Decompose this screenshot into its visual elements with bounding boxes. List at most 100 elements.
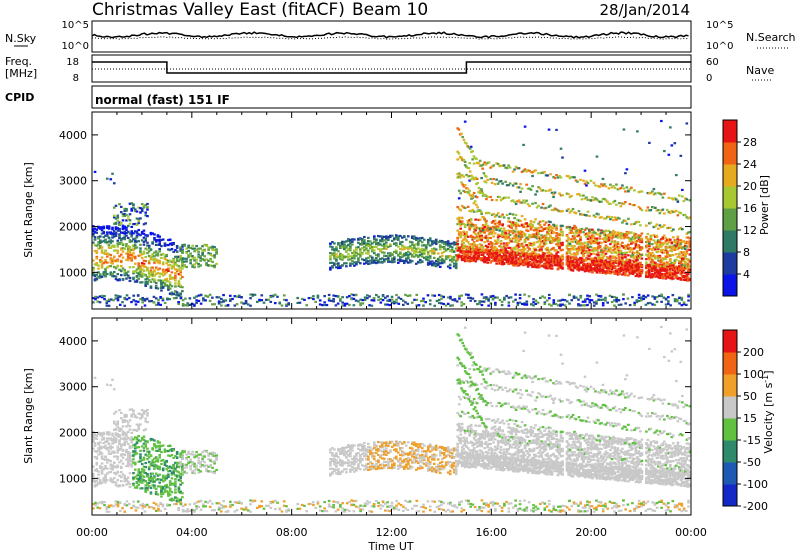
power-cell — [615, 204, 618, 206]
power-cell — [557, 251, 560, 253]
power-cell — [618, 273, 621, 275]
power-cell — [129, 219, 132, 221]
power-cell — [600, 295, 603, 297]
power-cell — [573, 237, 576, 239]
power-cell — [391, 296, 394, 298]
power-cell — [477, 255, 480, 257]
power-cell — [604, 299, 607, 301]
power-cell — [504, 232, 507, 234]
power-cell — [361, 253, 364, 255]
power-cell — [578, 210, 581, 212]
power-cell — [433, 295, 436, 297]
power-cell — [183, 245, 186, 247]
power-cell — [116, 216, 119, 218]
power-cell — [486, 179, 489, 181]
power-cell — [186, 304, 189, 306]
power-cell — [641, 269, 644, 271]
power-cell — [476, 196, 479, 198]
power-cell — [593, 253, 596, 255]
power-cell — [256, 301, 259, 303]
power-cell — [651, 259, 654, 261]
power-cell — [157, 253, 160, 255]
power-cell — [535, 300, 538, 302]
power-cell — [218, 302, 221, 304]
power-cell — [158, 236, 161, 238]
power-cell — [116, 246, 119, 248]
power-cell — [627, 218, 630, 220]
power-cell — [534, 169, 537, 171]
power-cell — [648, 243, 651, 245]
power-cell — [141, 297, 144, 299]
power-cell — [350, 298, 353, 300]
power-cell — [129, 246, 132, 248]
power-cell — [134, 256, 137, 258]
power-cell — [459, 209, 462, 211]
power-cell — [555, 249, 558, 251]
power-cell — [115, 276, 118, 278]
power-cell — [195, 302, 198, 304]
power-cell — [530, 303, 533, 305]
power-cell — [189, 297, 192, 299]
power-cell — [478, 300, 481, 302]
power-cell — [373, 249, 376, 251]
power-cell — [449, 264, 452, 266]
power-cell — [103, 298, 106, 300]
nsky-series-line — [92, 32, 689, 38]
power-cell — [99, 301, 102, 303]
power-cell — [501, 233, 504, 235]
power-cell — [112, 299, 115, 301]
power-cell — [195, 295, 198, 297]
power-cell — [521, 215, 524, 217]
power-cell — [218, 296, 221, 298]
power-cell — [491, 244, 494, 246]
power-cell — [483, 226, 486, 228]
power-cell — [534, 253, 537, 255]
power-cell — [464, 161, 467, 163]
power-cell — [624, 302, 627, 304]
power-cell — [506, 214, 509, 216]
power-cell — [500, 227, 503, 229]
power-cell — [537, 227, 540, 229]
power-cell — [639, 235, 642, 237]
power-cell — [193, 257, 196, 259]
power-cell — [602, 230, 605, 232]
power-cell — [136, 210, 139, 212]
power-cell — [622, 293, 625, 295]
power-cell — [557, 268, 560, 270]
power-cell — [651, 295, 654, 297]
power-cell — [639, 224, 642, 226]
power-cell — [489, 196, 492, 198]
power-cell — [464, 121, 467, 123]
power-cell — [137, 278, 140, 280]
power-cell — [512, 300, 515, 302]
power-cell — [222, 300, 225, 302]
power-cell — [595, 294, 598, 296]
power-cell — [579, 236, 582, 238]
power-cell — [626, 223, 629, 225]
power-cell — [593, 182, 596, 184]
power-cell — [181, 290, 184, 292]
power-cell — [171, 271, 174, 273]
power-cell — [347, 253, 350, 255]
power-cell — [618, 304, 621, 306]
power-cell — [143, 206, 146, 208]
power-cell — [503, 242, 506, 244]
power-cell — [676, 298, 679, 300]
power-cell — [195, 299, 198, 301]
power-cell — [185, 266, 188, 268]
power-cell — [151, 267, 154, 269]
power-cell — [127, 271, 130, 273]
power-cell — [159, 296, 162, 298]
power-cell — [624, 190, 627, 192]
power-cell — [463, 303, 466, 305]
power-cell — [198, 300, 201, 302]
power-cell — [503, 298, 506, 300]
freq-tick-bottom: 8 — [73, 73, 79, 84]
power-cell — [353, 298, 356, 300]
power-cell — [385, 241, 388, 243]
power-cell — [573, 234, 576, 236]
power-cell — [537, 233, 540, 235]
power-cell — [577, 299, 580, 301]
power-cell — [460, 301, 463, 303]
power-cell — [442, 296, 445, 298]
